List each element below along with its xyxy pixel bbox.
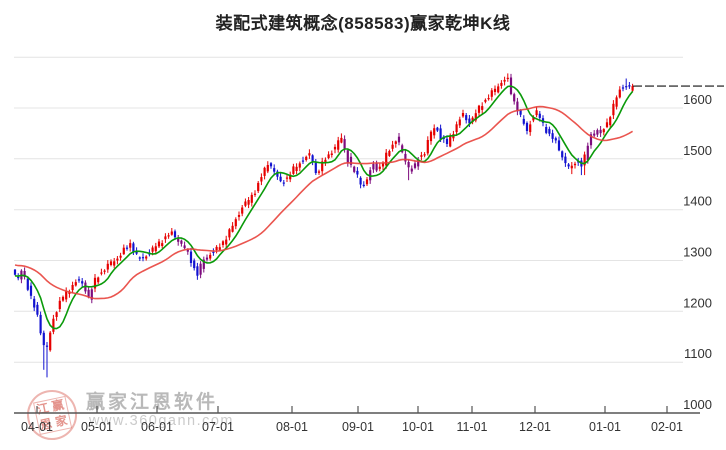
svg-text:1200: 1200 [683,295,712,310]
gridlines [14,56,683,363]
candles [13,73,634,378]
svg-text:1300: 1300 [683,245,712,260]
svg-text:1100: 1100 [684,346,712,361]
svg-text:04-01: 04-01 [21,420,53,434]
x-axis-ticks [36,406,668,413]
svg-text:10-01: 10-01 [402,420,434,434]
x-axis-labels: 04-01 05-01 06-01 07-01 08-01 09-01 10-01 11-01… [21,420,683,434]
svg-text:08-01: 08-01 [276,420,308,434]
y-axis-labels: 1600 1500 1400 1300 1200 1100 1000 [683,92,712,412]
svg-text:1400: 1400 [683,194,712,209]
svg-text:1500: 1500 [683,143,712,158]
chart-title: 装配式建筑概念(858583)赢家乾坤K线 [215,14,511,33]
svg-text:1000: 1000 [683,397,712,412]
svg-text:11-01: 11-01 [456,420,487,434]
watermark-brand-text: 赢家江恩软件 [86,392,219,413]
svg-text:02-01: 02-01 [651,420,683,434]
svg-text:12-01: 12-01 [519,420,551,434]
svg-text:1600: 1600 [683,92,712,107]
svg-text:01-01: 01-01 [589,420,621,434]
svg-text:05-01: 05-01 [81,420,113,434]
svg-text:09-01: 09-01 [342,420,374,434]
svg-text:07-01: 07-01 [202,420,234,434]
watermark-url-text: www.360gann.com [89,413,235,429]
ma-slow-line [14,105,634,300]
ma-fast-line [14,85,634,330]
svg-text:06-01: 06-01 [141,420,173,434]
